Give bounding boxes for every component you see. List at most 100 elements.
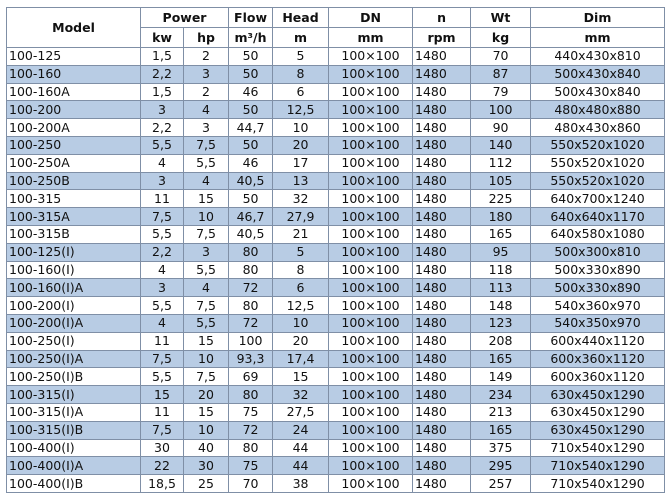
cell-head: 6 [272,82,330,102]
cell-n: 1480 [412,189,472,209]
cell-dim: 630x450x1290 [530,385,666,404]
cell-head: 12,5 [272,296,330,315]
cell-hp: 10 [182,207,230,226]
cell-hp: 10 [182,420,230,440]
cell-flow: 40,5 [228,224,274,244]
table-row: 100-125 1,5 2 50 5 100×100 1480 70 440x430x810 [6,47,666,66]
cell-model: 100-160(I) [6,260,141,280]
cell-n: 1480 [412,420,472,440]
cell-flow: 100 [228,331,274,351]
cell-dim: 550x520x1020 [530,135,666,155]
cell-head: 8 [272,260,330,280]
cell-head: 20 [272,331,330,351]
table-body: 100-125 1,5 2 50 5 100×100 1480 70 440x430x810 10… [6,47,666,493]
cell-flow: 93,3 [228,349,274,369]
unit-kw: kw [140,27,184,48]
cell-dn: 100×100 [328,118,414,137]
unit-dim: mm [530,27,666,48]
cell-hp: 7,5 [182,224,230,244]
cell-wt: 234 [470,385,532,404]
unit-dn: mm [328,27,414,48]
cell-wt: 105 [470,171,532,191]
table-row: 100-250(I)B 5,5 7,5 69 15 100×100 1480 149 600x3… [6,367,666,387]
cell-kw: 5,5 [140,224,184,244]
table-row: 100-315(I)A 11 15 75 27,5 100×100 1480 213 630x4… [6,402,666,422]
table-row: 100-315 11 15 50 32 100×100 1480 225 640x700x124… [6,189,666,209]
cell-hp: 30 [182,456,230,476]
cell-dn: 100×100 [328,474,414,493]
cell-n: 1480 [412,153,472,173]
cell-dim: 480x430x860 [530,118,666,137]
cell-wt: 208 [470,331,532,351]
cell-model: 100-160 [6,64,141,84]
cell-model: 100-250(I)A [6,349,141,369]
cell-flow: 80 [228,438,274,458]
cell-kw: 7,5 [140,349,184,369]
cell-wt: 213 [470,402,532,422]
cell-kw: 4 [140,260,184,280]
table-row: 100-160(I)A 3 4 72 6 100×100 1480 113 500x330x89… [6,278,666,298]
cell-kw: 2,2 [140,242,184,262]
cell-hp: 3 [182,64,230,84]
cell-n: 1480 [412,349,472,369]
cell-dn: 100×100 [328,207,414,226]
cell-flow: 50 [228,100,274,120]
cell-head: 24 [272,420,330,440]
cell-flow: 75 [228,402,274,422]
cell-wt: 113 [470,278,532,298]
cell-wt: 100 [470,100,532,120]
cell-n: 1480 [412,224,472,244]
cell-wt: 225 [470,189,532,209]
cell-dim: 630x450x1290 [530,420,666,440]
cell-flow: 50 [228,64,274,84]
cell-kw: 4 [140,153,184,173]
cell-dim: 440x430x810 [530,47,666,66]
cell-hp: 7,5 [182,296,230,315]
cell-model: 100-315(I)A [6,402,141,422]
unit-wt: kg [470,27,532,48]
cell-model: 100-250B [6,171,141,191]
cell-hp: 2 [182,82,230,102]
cell-flow: 44,7 [228,118,274,137]
cell-hp: 2 [182,47,230,66]
cell-wt: 295 [470,456,532,476]
header-power: Power [139,7,230,28]
cell-model: 100-200 [6,100,141,120]
cell-wt: 165 [470,420,532,440]
cell-head: 27,5 [272,402,330,422]
cell-flow: 50 [228,47,274,66]
cell-flow: 80 [228,242,274,262]
cell-head: 17 [272,153,330,173]
cell-dim: 540x360x970 [530,296,666,315]
cell-wt: 165 [470,349,532,369]
cell-model: 100-125(I) [6,242,141,262]
cell-wt: 90 [470,118,532,137]
unit-head: m [272,27,330,48]
cell-wt: 149 [470,367,532,387]
cell-head: 32 [272,385,330,404]
cell-model: 100-315(I) [6,385,141,404]
cell-head: 10 [272,313,330,333]
cell-flow: 80 [228,296,274,315]
cell-n: 1480 [412,278,472,298]
cell-dim: 550x520x1020 [530,171,666,191]
cell-model: 100-400(I) [6,438,141,458]
cell-model: 100-315B [6,224,141,244]
cell-hp: 40 [182,438,230,458]
table-row: 100-200(I) 5,5 7,5 80 12,5 100×100 1480 148 540x… [6,296,666,315]
cell-hp: 25 [182,474,230,493]
cell-dn: 100×100 [328,420,414,440]
cell-dim: 480x480x880 [530,100,666,120]
cell-flow: 46 [228,82,274,102]
cell-hp: 15 [182,331,230,351]
cell-dim: 540x350x970 [530,313,666,333]
unit-hp: hp [182,27,230,48]
cell-dim: 640x700x1240 [530,189,666,209]
cell-dn: 100×100 [328,82,414,102]
cell-kw: 5,5 [140,296,184,315]
cell-model: 100-160(I)A [6,278,141,298]
cell-hp: 5,5 [182,313,230,333]
cell-n: 1480 [412,242,472,262]
cell-head: 5 [272,242,330,262]
cell-dn: 100×100 [328,153,414,173]
